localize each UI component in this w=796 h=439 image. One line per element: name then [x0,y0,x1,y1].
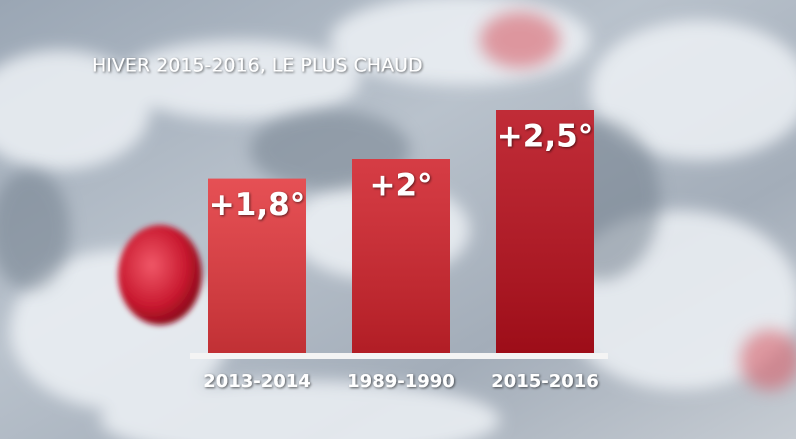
x-tick-label: 1989-1990 [347,371,455,392]
value-label: +2° [369,168,432,204]
plot: +1,8° 2013-2014 +2° 1989-1990 +2,5° 2015-2016 [203,110,599,392]
baseline [190,353,608,359]
value-label: +2,5° [497,119,593,155]
bar-shade [352,159,450,355]
value-label: +1,8° [209,187,305,223]
bar-shade [496,110,594,355]
x-tick-label: 2013-2014 [203,371,311,392]
x-tick-label: 2015-2016 [491,371,599,392]
bar-shade [208,178,306,355]
chart-title: HIVER 2015-2016, LE PLUS CHAUD [92,55,423,77]
